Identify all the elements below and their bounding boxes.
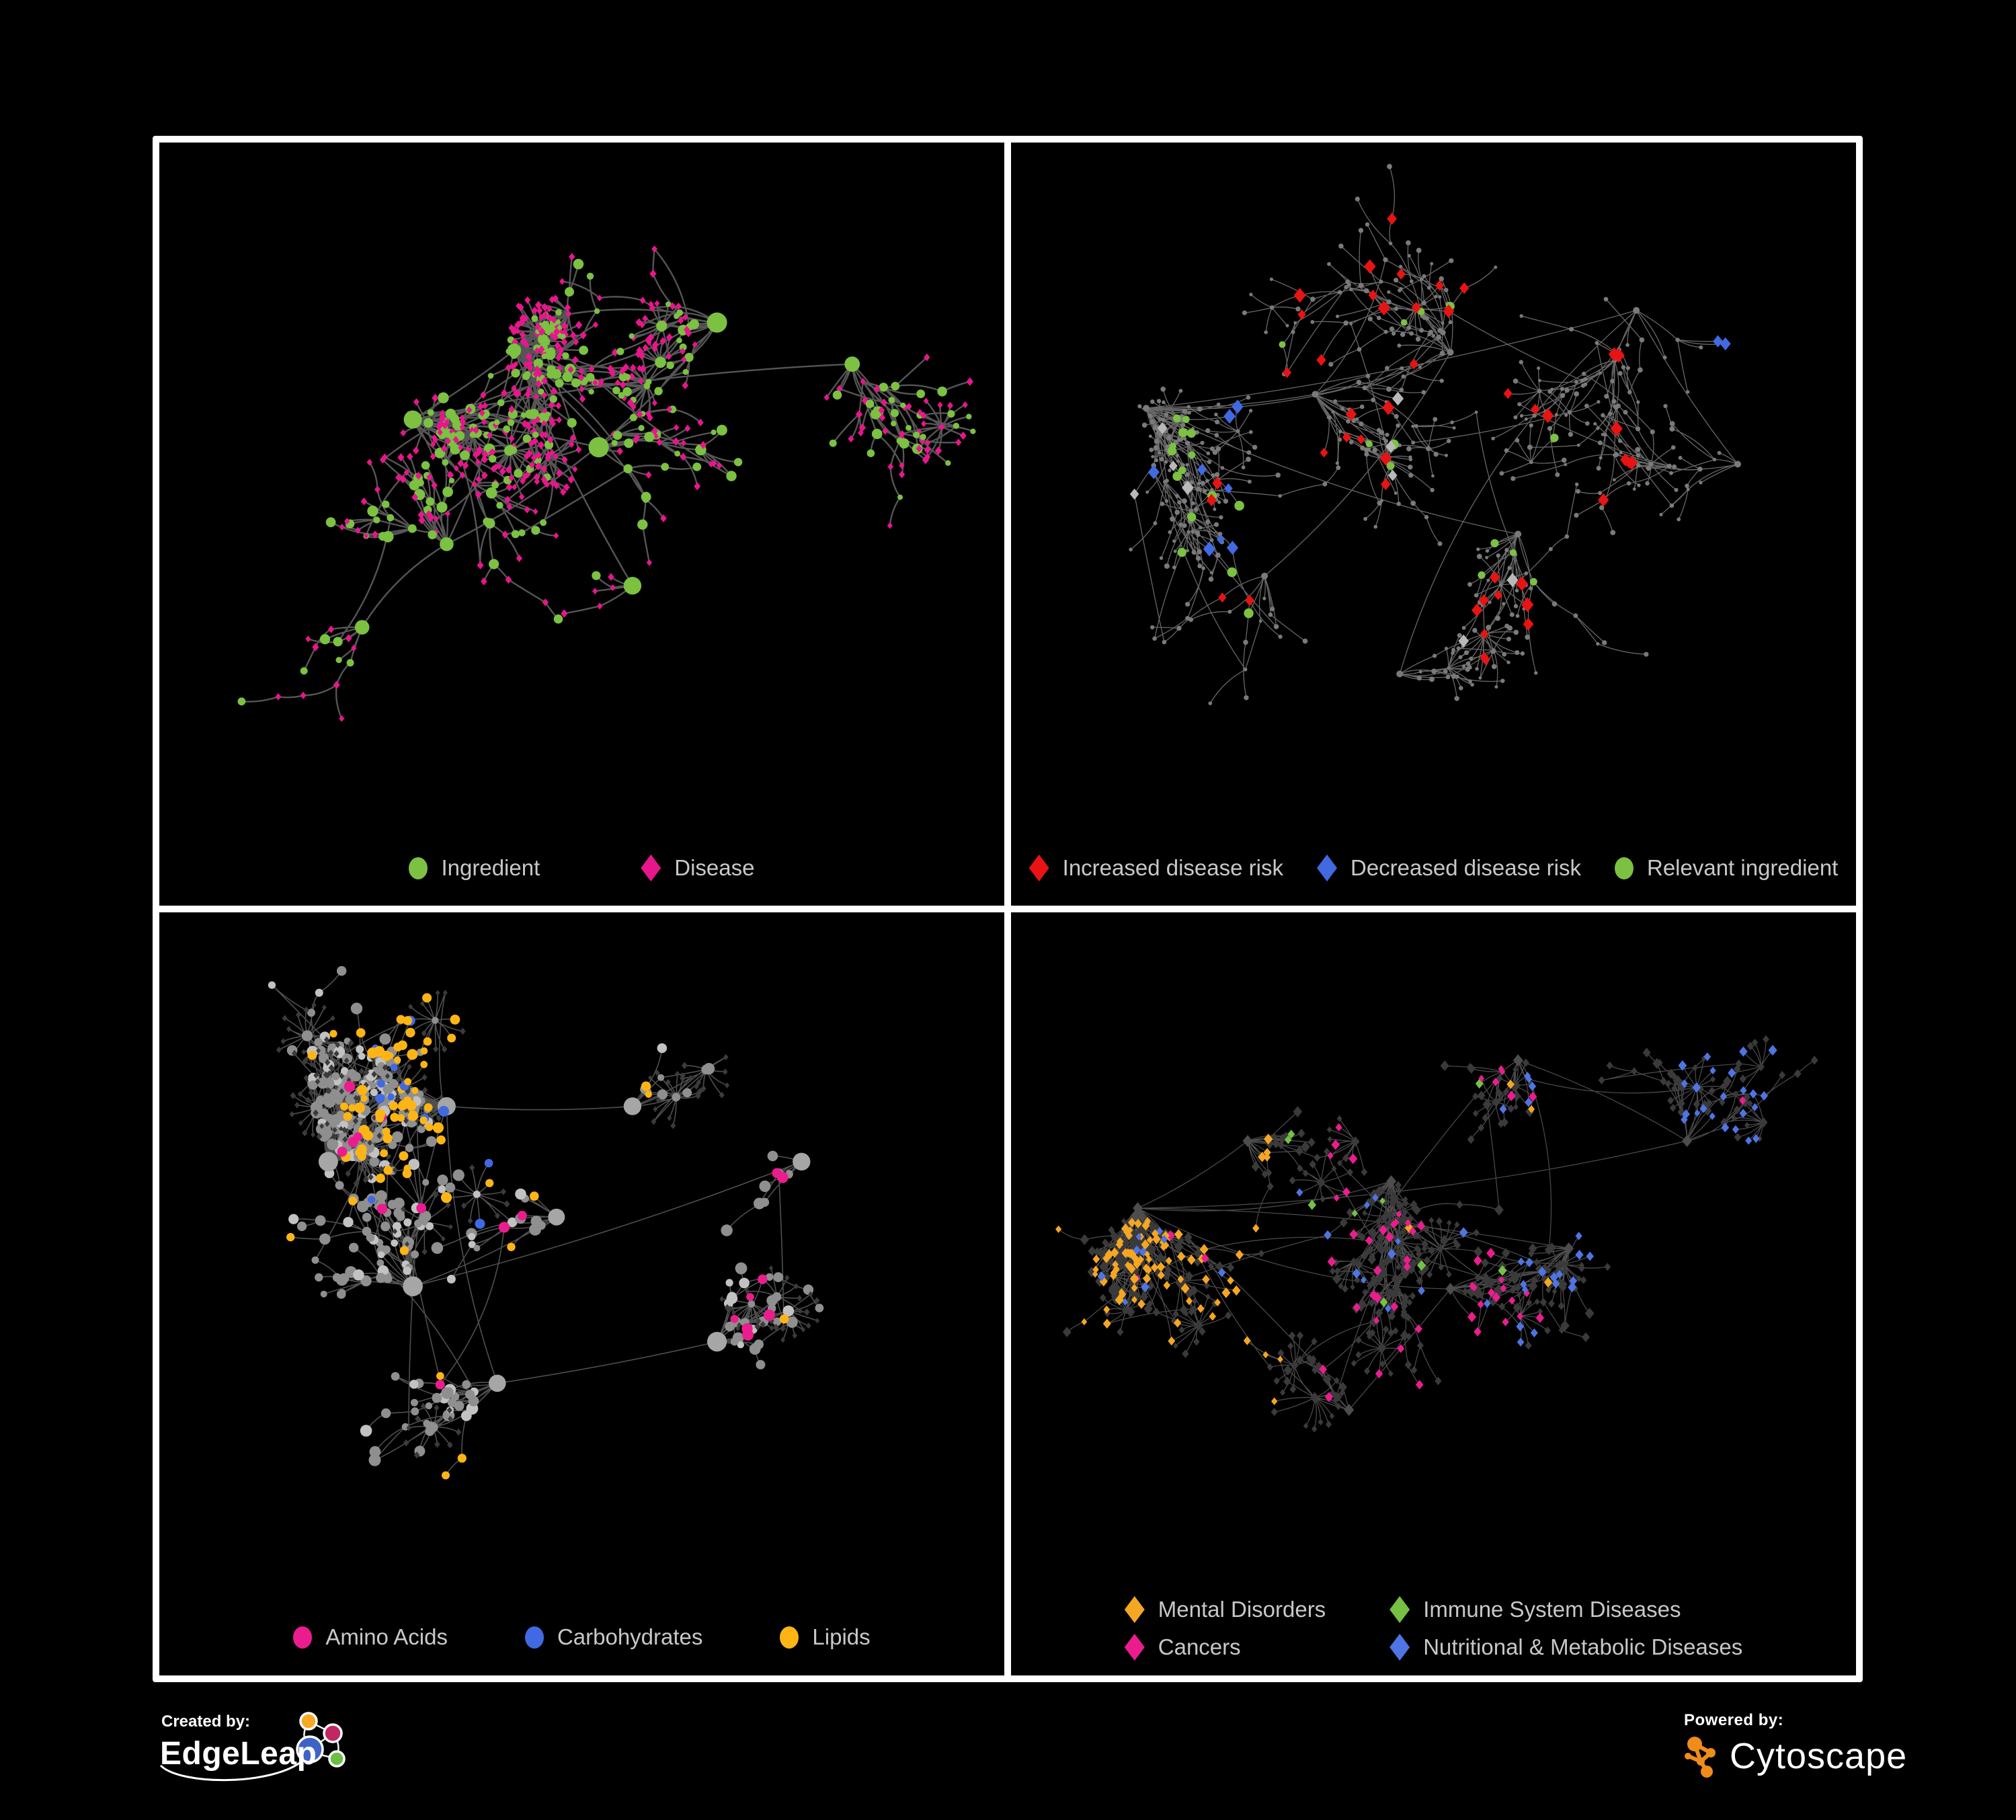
legend-item: Amino Acids: [293, 1624, 448, 1650]
legend-item: Relevant ingredient: [1614, 855, 1839, 881]
legend-label: Immune System Diseases: [1423, 1597, 1681, 1622]
legend-item: Immune System Diseases: [1389, 1596, 1742, 1623]
legend-disease-risk: Increased disease risk Decreased disease…: [1011, 855, 1856, 881]
edgeleap-swoosh: [159, 1759, 304, 1781]
legend-item: Nutritional & Metabolic Diseases: [1389, 1634, 1742, 1661]
carbohydrates-circle-icon: [524, 1626, 544, 1649]
cytoscape-logo-icon: [1685, 1737, 1716, 1778]
mental-disorders-diamond-icon: [1124, 1596, 1145, 1623]
edgeleap-logo: Created by: EdgeLeap: [159, 1712, 346, 1781]
nutrient-classes-network-svg: [268, 965, 824, 1480]
ingredient-disease-network-svg: [237, 245, 976, 722]
legend-label: Disease: [674, 855, 755, 880]
legend-item: Mental Disorders: [1124, 1596, 1326, 1623]
powered-by-label: Powered by:: [1684, 1711, 1784, 1729]
legend-label: Increased disease risk: [1062, 855, 1283, 880]
legend-label: Relevant ingredient: [1646, 855, 1839, 880]
legend-label: Lipids: [812, 1624, 871, 1649]
legend-disease-classes: Mental Disorders Immune System Diseases …: [1124, 1596, 1742, 1661]
ingredient-circle-icon: [409, 857, 428, 879]
edgeleap-node-blue: [296, 1735, 324, 1764]
created-by-block: Created by: EdgeLeap: [159, 1708, 482, 1805]
lipids-circle-icon: [780, 1626, 799, 1649]
legend-item: Lipids: [780, 1624, 871, 1650]
legend-nutrient-classes: Amino Acids Carbohydrates Lipids: [159, 1624, 1004, 1650]
legend-label: Amino Acids: [325, 1624, 448, 1649]
disease-diamond-icon: [641, 855, 661, 881]
powered-by-block: Powered by: Cytoscape: [1684, 1711, 1907, 1778]
legend-item: Decreased disease risk: [1316, 855, 1581, 881]
legend-item: Disease: [641, 855, 755, 881]
amino-acids-circle-icon: [293, 1626, 313, 1649]
legend-item: Ingredient: [409, 855, 540, 881]
legend-label: Mental Disorders: [1158, 1597, 1326, 1622]
panel-nutrient-classes: Amino Acids Carbohydrates Lipids: [159, 912, 1004, 1675]
created-by-label: Created by:: [161, 1712, 250, 1731]
panel-disease-risk: Increased disease risk Decreased disease…: [1011, 143, 1856, 906]
legend-label: Nutritional & Metabolic Diseases: [1423, 1634, 1743, 1659]
edgeleap-wordmark: EdgeLeap: [160, 1736, 317, 1772]
edgeleap-node-magenta: [323, 1723, 343, 1743]
edgeleap-node-orange: [299, 1712, 318, 1731]
panels-grid: Ingredient Disease Increased disease ris…: [153, 136, 1863, 1682]
nutritional-metabolic-diamond-icon: [1389, 1634, 1410, 1661]
decreased-risk-diamond-icon: [1316, 855, 1337, 881]
legend-label: Cancers: [1158, 1634, 1241, 1659]
immune-diseases-diamond-icon: [1389, 1596, 1410, 1623]
legend-item: Increased disease risk: [1029, 855, 1283, 881]
increased-risk-diamond-icon: [1029, 855, 1049, 881]
panel-disease-classes: Mental Disorders Immune System Diseases …: [1011, 912, 1856, 1675]
legend-label: Decreased disease risk: [1350, 855, 1581, 880]
cytoscape-wordmark: Cytoscape: [1730, 1736, 1908, 1776]
legend-label: Ingredient: [441, 855, 540, 880]
legend-item: Cancers: [1124, 1634, 1326, 1661]
panel-ingredient-disease: Ingredient Disease: [159, 143, 1004, 906]
edgeleap-node-green: [328, 1750, 346, 1768]
legend-label: Carbohydrates: [557, 1624, 703, 1649]
legend-item: Carbohydrates: [524, 1624, 703, 1650]
cancers-diamond-icon: [1124, 1634, 1145, 1661]
relevant-ingredient-circle-icon: [1614, 857, 1634, 879]
legend-ingredient-disease: Ingredient Disease: [159, 855, 1004, 881]
disease-risk-network-svg: [1129, 163, 1741, 705]
disease-classes-network-svg: [1055, 1035, 1818, 1433]
